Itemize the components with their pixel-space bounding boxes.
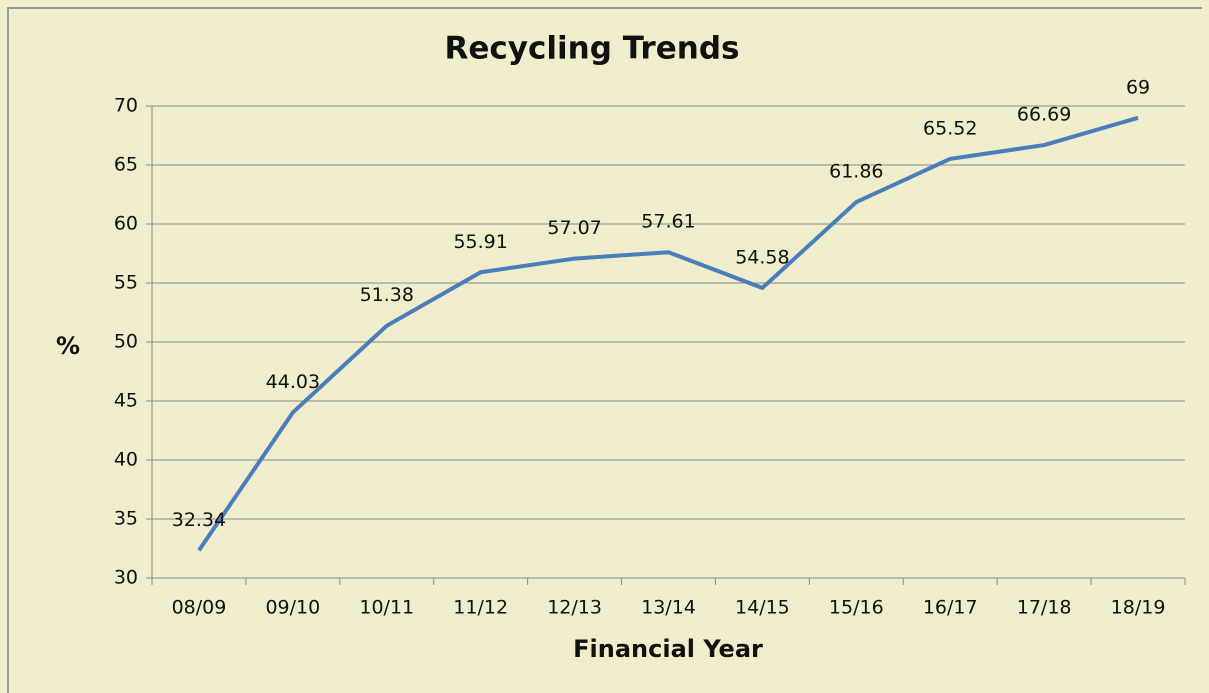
- data-label: 57.07: [547, 217, 601, 239]
- y-axis-title: %: [56, 332, 80, 360]
- x-tick-label: 17/18: [1017, 597, 1072, 619]
- chart-title: Recycling Trends: [445, 31, 740, 67]
- data-label: 54.58: [735, 246, 789, 268]
- y-tick-label: 40: [114, 449, 138, 471]
- x-tick-label: 16/17: [923, 597, 978, 619]
- x-tick-label: 10/11: [359, 597, 414, 619]
- data-label: 51.38: [360, 284, 414, 306]
- data-label: 55.91: [453, 231, 507, 253]
- data-label: 57.61: [641, 211, 695, 233]
- x-tick-label: 09/10: [265, 597, 320, 619]
- x-tick-label: 15/16: [829, 597, 884, 619]
- data-label: 65.52: [923, 117, 977, 139]
- y-tick-label: 30: [114, 567, 138, 589]
- x-tick-label: 12/13: [547, 597, 602, 619]
- data-label: 69: [1126, 76, 1150, 98]
- x-tick-label: 13/14: [641, 597, 696, 619]
- y-tick-label: 65: [114, 154, 138, 176]
- y-tick-label: 55: [114, 272, 138, 294]
- x-tick-label: 18/19: [1111, 597, 1166, 619]
- y-tick-label: 70: [114, 95, 138, 117]
- x-tick-label: 11/12: [453, 597, 508, 619]
- x-axis-title: Financial Year: [573, 635, 763, 663]
- data-label: 61.86: [829, 161, 883, 183]
- data-label: 32.34: [172, 509, 226, 531]
- y-tick-label: 35: [114, 508, 138, 530]
- data-line: [197, 115, 1139, 552]
- y-tick-label: 60: [114, 213, 138, 235]
- x-tick-label: 14/15: [735, 597, 790, 619]
- frame: [7, 7, 1202, 693]
- y-tick-label: 45: [114, 390, 138, 412]
- x-tick-label: 08/09: [172, 597, 227, 619]
- data-label: 66.69: [1017, 104, 1071, 126]
- y-tick-label: 50: [114, 331, 138, 353]
- data-label: 44.03: [266, 371, 320, 393]
